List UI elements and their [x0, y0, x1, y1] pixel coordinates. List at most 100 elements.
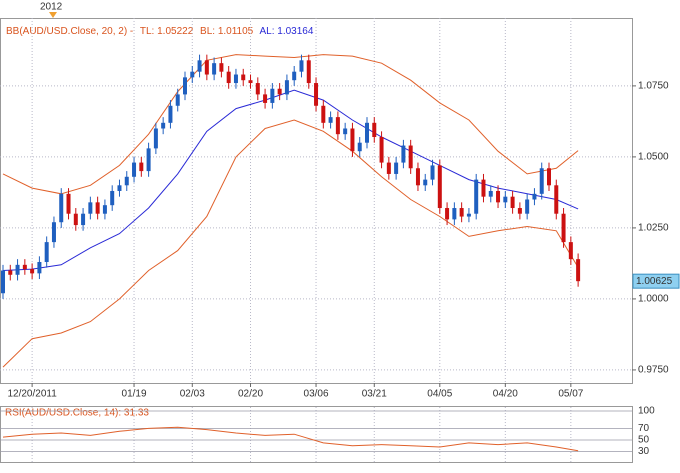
- candle-body: [561, 213, 566, 243]
- year-marker: 2012: [40, 2, 63, 13]
- candle-body: [110, 190, 115, 206]
- candle-body: [481, 179, 486, 197]
- candle-body: [66, 193, 71, 214]
- candle-body: [314, 83, 319, 106]
- candle-body: [554, 185, 559, 214]
- y-tick-label: 1.0250: [638, 223, 669, 234]
- candle-body: [81, 213, 86, 226]
- candle-body: [496, 190, 501, 203]
- indicator-header: BB(AUD/USD.Close, 20, 2) - TL: 1.05222 B…: [6, 26, 314, 37]
- candle-body: [306, 60, 311, 84]
- rsi-tick-label: 100: [638, 406, 655, 417]
- x-tick-label: 04/20: [493, 389, 518, 400]
- candle-body: [292, 71, 297, 81]
- candle-body: [88, 202, 93, 214]
- tl-label: TL: 1.05222: [140, 26, 194, 37]
- candle-body: [51, 222, 56, 243]
- band-line: [2, 89, 579, 271]
- candle-body: [568, 242, 573, 260]
- candle-body: [459, 208, 464, 217]
- bl-label: BL: 1.01105: [200, 26, 254, 37]
- rsi-tick-label: 30: [638, 446, 650, 457]
- price-marker: [632, 273, 680, 289]
- candle-body: [394, 162, 399, 174]
- y-tick-label: 1.0750: [638, 81, 669, 92]
- candle-body: [241, 74, 246, 81]
- candle-body: [357, 142, 362, 152]
- candle-body: [102, 205, 107, 214]
- x-tick-label: 01/19: [122, 389, 147, 400]
- candle-body: [30, 269, 35, 274]
- y-tick-label: 1.0500: [638, 152, 669, 163]
- candle-body: [415, 168, 420, 186]
- candle-body: [146, 148, 151, 172]
- candle-body: [277, 88, 282, 95]
- candle-body: [37, 261, 42, 274]
- candle-body: [343, 128, 348, 135]
- candle-body: [466, 213, 471, 217]
- band-line: [2, 54, 579, 195]
- x-tick-label: 12/20/2011: [7, 389, 57, 400]
- candle-body: [525, 199, 530, 214]
- candle-body: [117, 185, 122, 191]
- candle-body: [153, 128, 158, 149]
- candle-body: [488, 190, 493, 197]
- x-tick-label: 02/20: [238, 389, 263, 400]
- x-tick-label: 02/03: [180, 389, 205, 400]
- candle-body: [335, 117, 340, 135]
- candle-body: [219, 63, 224, 72]
- candle-body: [44, 242, 49, 262]
- candle-body: [503, 196, 508, 203]
- candle-body: [139, 162, 144, 172]
- candle-body: [517, 208, 522, 214]
- rsi-line: [2, 426, 579, 452]
- candle-body: [95, 202, 100, 214]
- candle-body: [59, 193, 64, 223]
- candle-body: [401, 145, 406, 163]
- price-marker-label: 1.00625: [636, 276, 673, 287]
- candle-body: [22, 264, 27, 270]
- candle-body: [204, 60, 209, 75]
- candle-body: [386, 162, 391, 174]
- candle-body: [379, 137, 384, 163]
- candle-body: [15, 264, 20, 275]
- candle-body: [547, 168, 551, 186]
- candle-body: [284, 80, 289, 95]
- candle-body: [437, 165, 442, 209]
- rsi-tick-label: 70: [638, 423, 650, 434]
- candle-body: [161, 122, 166, 129]
- candle-body: [299, 60, 304, 72]
- candle-body: [212, 63, 217, 75]
- candle-body: [510, 196, 515, 209]
- x-tick-label: 03/21: [362, 389, 387, 400]
- y-tick-label: 1.0000: [638, 294, 669, 305]
- candle-body: [350, 128, 355, 152]
- candle-body: [190, 71, 195, 78]
- bb-label: BB(AUD/USD.Close, 20, 2) -: [6, 26, 133, 37]
- candle-body: [226, 71, 231, 84]
- candle-body: [248, 80, 253, 84]
- year-marker-icon: [49, 12, 57, 18]
- candle-body: [372, 122, 377, 138]
- candle-body: [423, 179, 428, 186]
- rsi-frame: [0, 406, 633, 463]
- candle-body: [365, 122, 369, 143]
- candle-body: [474, 179, 479, 214]
- x-tick-label: 05/07: [558, 389, 583, 400]
- candle-body: [183, 77, 187, 95]
- candle-body: [8, 270, 13, 275]
- al-label: AL: 1.03164: [259, 26, 313, 37]
- y-tick-label: 0.9750: [638, 365, 669, 376]
- candle-body: [132, 162, 137, 177]
- x-tick-label: 03/06: [304, 389, 329, 400]
- candle-body: [445, 208, 450, 220]
- candle-body: [168, 105, 173, 123]
- candle-body: [430, 165, 435, 180]
- band-line: [2, 119, 579, 368]
- candle-body: [321, 105, 326, 123]
- candle-body: [263, 94, 268, 103]
- candle-body: [408, 145, 413, 169]
- candle-body: [270, 88, 275, 103]
